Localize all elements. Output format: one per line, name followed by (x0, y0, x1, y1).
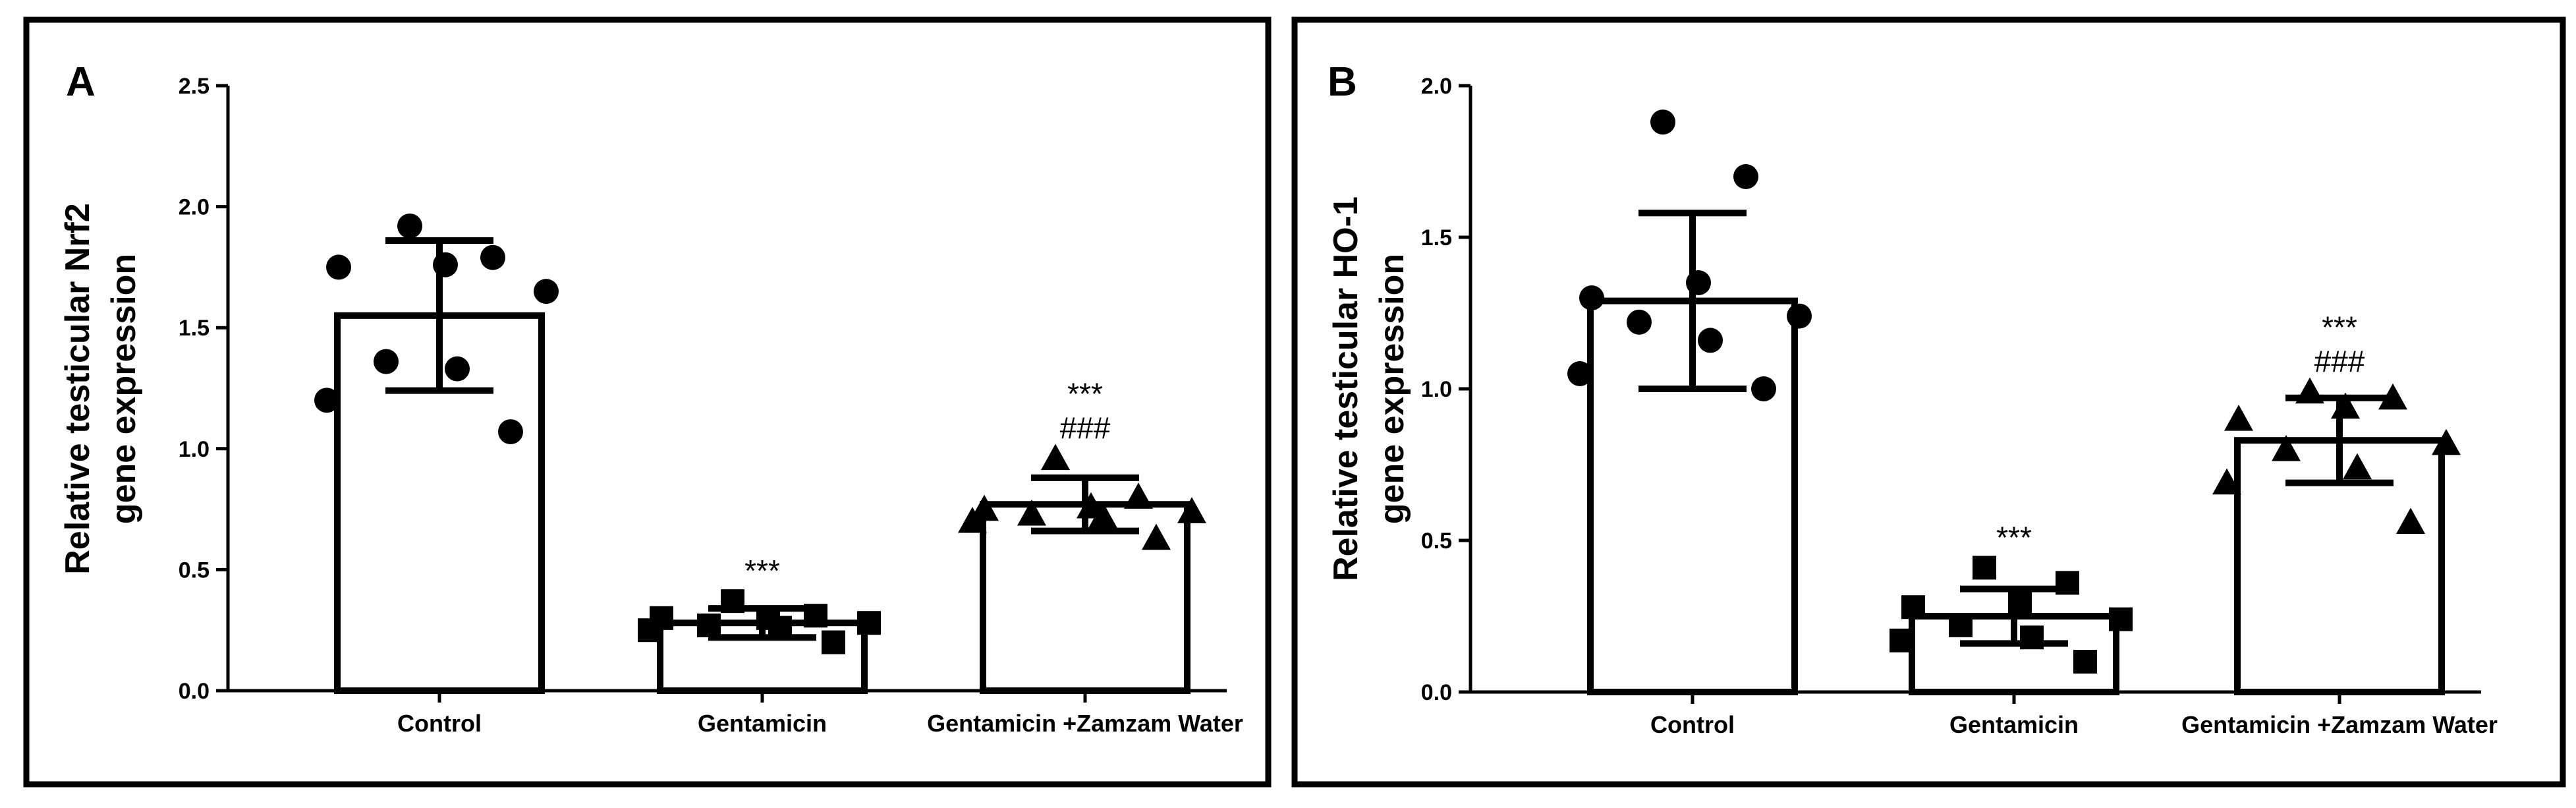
y-tick-label: 0.5 (1421, 529, 1452, 554)
data-point (374, 349, 399, 374)
panel-label: B (1328, 59, 1357, 105)
data-point (1017, 499, 1046, 526)
data-point (1751, 376, 1776, 401)
data-point (1650, 109, 1675, 135)
data-point (1579, 285, 1604, 310)
data-point (445, 356, 470, 382)
significance-label: ### (2314, 345, 2365, 379)
data-point (1973, 556, 1996, 580)
x-tick-label: Control (1650, 711, 1735, 738)
y-tick-label: 0.5 (179, 558, 210, 583)
data-point (697, 613, 721, 637)
data-point (534, 279, 559, 304)
data-point (1901, 595, 1925, 620)
y-tick-label: 1.5 (1421, 225, 1452, 250)
data-point (1949, 613, 1973, 637)
data-point (2343, 453, 2372, 480)
x-tick-label: Gentamicin (1949, 711, 2079, 738)
x-tick-label: Gentamicin (698, 710, 827, 737)
panel-label: A (66, 59, 96, 105)
x-tick-label: Gentamicin +Zamzam Water (927, 710, 1243, 737)
data-point (498, 419, 523, 445)
data-point (480, 245, 505, 270)
y-axis-label: Relative testicular Nrf2 (59, 203, 97, 575)
y-axis-label: gene expression (105, 254, 143, 524)
panel-frame (23, 16, 1272, 788)
y-tick-label: 2.5 (179, 74, 210, 99)
panel-a: A Relative testicular Nrf2 gene expression… (23, 16, 1272, 788)
data-point (2073, 650, 2097, 674)
significance-label: *** (744, 554, 780, 588)
significance-label: ### (1060, 411, 1111, 445)
y-tick-label: 2.0 (179, 195, 210, 220)
data-point (397, 213, 422, 239)
data-point (1041, 444, 1070, 471)
data-point (1733, 164, 1758, 189)
data-point (1787, 303, 1812, 329)
data-point (2212, 468, 2241, 495)
data-point (1567, 361, 1592, 386)
data-point (822, 630, 845, 654)
data-point (1177, 497, 1206, 523)
data-point (1890, 628, 1913, 652)
panel-frame (1291, 16, 2566, 788)
significance-label: *** (1996, 520, 2032, 554)
data-point (958, 506, 987, 533)
data-point (970, 494, 999, 521)
x-tick-label: Control (397, 710, 482, 737)
y-axis-label: Relative testicular HO-1 (1327, 196, 1365, 581)
data-point (2109, 607, 2133, 631)
data-point (857, 611, 881, 635)
data-point (2272, 435, 2301, 461)
panel-b: B Relative testicular HO-1 gene expression… (1291, 16, 2566, 788)
significance-label: *** (2322, 310, 2357, 345)
data-point (1142, 523, 1171, 550)
data-point (1088, 502, 1117, 529)
data-point (1627, 309, 1652, 335)
y-tick-label: 2.0 (1421, 74, 1452, 99)
y-tick-label: 0.0 (179, 679, 210, 704)
data-point (314, 388, 339, 413)
x-tick-label: Gentamicin +Zamzam Water (2181, 711, 2498, 738)
data-point (2396, 507, 2425, 534)
data-point (638, 618, 661, 643)
data-point (326, 254, 351, 280)
y-tick-label: 1.0 (179, 437, 210, 462)
data-point (1124, 482, 1153, 509)
data-point (2224, 405, 2253, 431)
data-point (2432, 428, 2461, 455)
y-tick-label: 0.0 (1421, 680, 1452, 705)
y-tick-label: 1.5 (179, 316, 210, 341)
data-point (1698, 328, 1723, 353)
y-tick-label: 1.0 (1421, 377, 1452, 402)
y-axis-label: gene expression (1373, 254, 1411, 524)
significance-label: *** (1067, 376, 1103, 411)
